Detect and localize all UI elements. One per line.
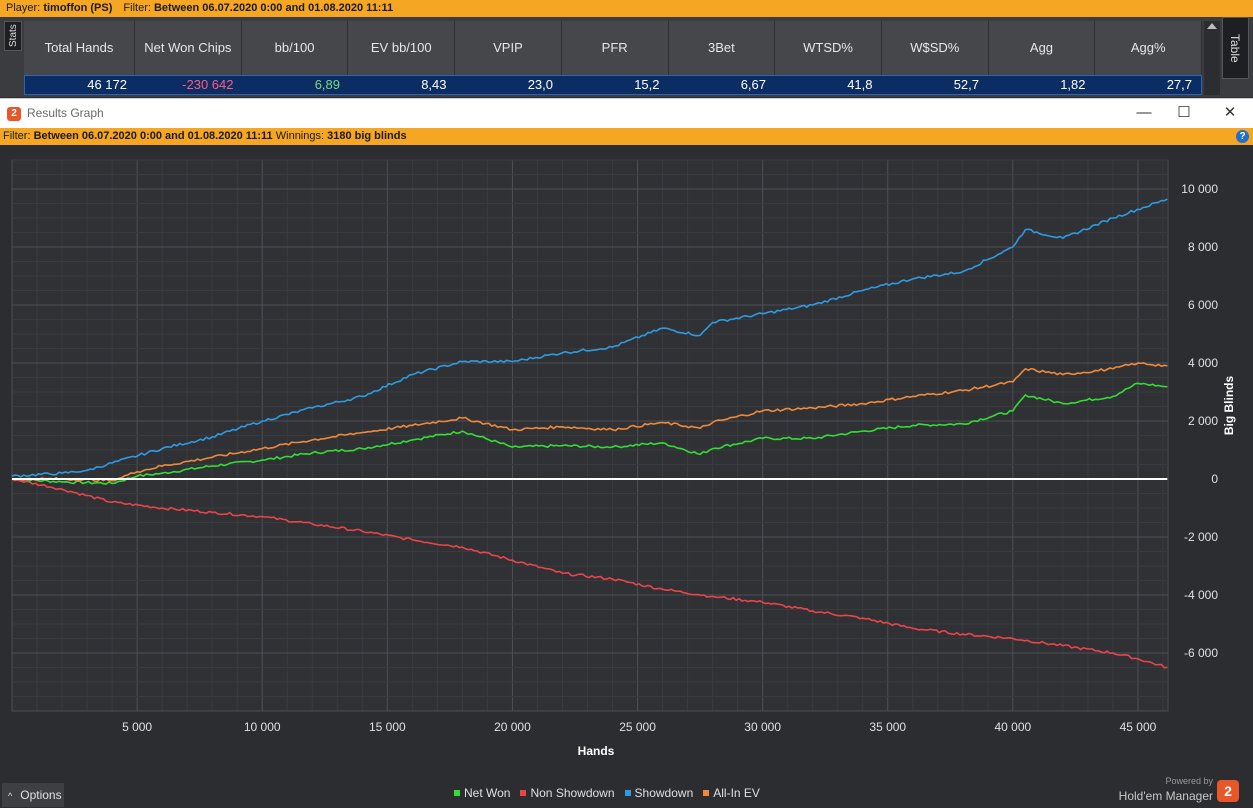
x-tick-label: 40 000	[995, 720, 1032, 734]
player-filter-bar: Player: timoffon (PS) Filter: Between 06…	[0, 0, 1253, 17]
stats-value-cell: 52,7	[953, 77, 979, 92]
scroll-up-icon[interactable]	[1207, 23, 1217, 29]
player-label: Player:	[6, 2, 41, 14]
results-chart[interactable]: 5 000 10 000 15 000 20 000 25 000 30 000 35 00…	[0, 145, 1253, 780]
maximize-icon[interactable]: ☐	[1177, 104, 1191, 121]
tab-table[interactable]: Table	[1222, 17, 1249, 79]
stats-header-cell[interactable]: Net Won Chips	[135, 21, 242, 75]
y-tick-label: 0	[1211, 472, 1218, 486]
stats-header-cell[interactable]: PFR	[562, 21, 669, 75]
stats-header-cell[interactable]: WTSD%	[775, 21, 882, 75]
y-tick-label: 8 000	[1188, 240, 1218, 254]
stats-value-cell: 23,0	[527, 77, 553, 92]
hm2-logo-icon: 2	[7, 107, 21, 121]
stats-header-cell[interactable]: Agg	[989, 21, 1096, 75]
options-button[interactable]: ^ Options	[2, 783, 64, 807]
x-tick-label: 20 000	[494, 720, 531, 734]
chart-svg[interactable]: 5 000 10 000 15 000 20 000 25 000 30 000 35 00…	[0, 145, 1253, 780]
stats-header-cell[interactable]: 3Bet	[669, 21, 776, 75]
chevron-up-icon: ^	[8, 791, 13, 801]
x-tick-label: 25 000	[619, 720, 656, 734]
filter-value[interactable]: Between 06.07.2020 0:00 and 01.08.2020 1…	[153, 2, 394, 14]
close-icon[interactable]: ✕	[1223, 104, 1237, 121]
legend-item[interactable]: Net Won	[454, 786, 510, 800]
series-line-net-won	[12, 382, 1168, 485]
y-tick-label: 4 000	[1188, 356, 1218, 370]
y-tick-label: 2 000	[1188, 414, 1218, 428]
powered-by-label: Powered by	[1165, 776, 1213, 786]
stats-value-row[interactable]: 46 172 -230 642 6,89 8,43 23,0 15,2 6,67 41,8 52…	[24, 75, 1202, 95]
legend-label: Non Showdown	[530, 786, 615, 800]
filter-label: Filter:	[123, 2, 151, 14]
brand-logo-icon: 2	[1217, 780, 1239, 802]
x-tick-label: 35 000	[869, 720, 906, 734]
y-tick-label: -4 000	[1184, 588, 1218, 602]
tab-stats[interactable]: Stats	[4, 21, 22, 51]
x-tick-label: 15 000	[369, 720, 406, 734]
legend-item[interactable]: All-In EV	[703, 786, 760, 800]
bottom-bar: ^ Options Net Won Non Showdown Showdown All-…	[0, 776, 1253, 808]
stats-header-cell[interactable]: W$SD%	[882, 21, 989, 75]
brand-block: Powered by Hold'em Manager	[1119, 776, 1213, 805]
winnings-label: Winnings:	[275, 130, 325, 142]
legend-swatch	[624, 790, 631, 796]
player-name[interactable]: timoffon (PS)	[43, 2, 113, 14]
graph-filter-bar: Filter: Between 06.07.2020 0:00 and 01.0…	[0, 128, 1253, 145]
legend-label: Showdown	[634, 786, 694, 800]
stats-header-cell[interactable]: EV bb/100	[348, 21, 456, 75]
stats-value-cell: 1,82	[1060, 77, 1086, 92]
legend-label: Net Won	[464, 786, 511, 800]
legend-swatch	[454, 790, 460, 796]
graph-filter-label: Filter:	[3, 130, 31, 142]
stats-value-cell: 46 172	[87, 77, 127, 92]
x-tick-label: 30 000	[744, 720, 781, 734]
stats-header-cell[interactable]: VPIP	[455, 21, 562, 75]
stats-value-cell: 6,67	[740, 77, 766, 92]
legend-item[interactable]: Non Showdown	[520, 786, 615, 800]
stats-value-cell: 41,8	[847, 77, 873, 92]
y-axis-label: Big Blinds	[1222, 376, 1236, 436]
y-tick-label: 10 000	[1181, 182, 1218, 196]
stats-value-cell: 6,89	[314, 77, 340, 92]
graph-filter-value[interactable]: Between 06.07.2020 0:00 and 01.08.2020 1…	[33, 130, 273, 142]
brand-name: Hold'em Manager	[1118, 789, 1213, 803]
y-tick-label: -2 000	[1184, 530, 1218, 544]
stats-header-row: Total Hands Net Won Chips bb/100 EV bb/100 V…	[24, 21, 1203, 75]
minimize-icon[interactable]: —	[1136, 104, 1152, 121]
help-icon[interactable]: ?	[1236, 130, 1249, 143]
winnings-value: 3180 big blinds	[327, 130, 407, 142]
stats-panel: Stats Total Hands Net Won Chips bb/100 EV b…	[0, 17, 1253, 97]
x-tick-label: 45 000	[1120, 720, 1157, 734]
series-line-showdown	[11, 198, 1168, 478]
series-line-all-in-ev	[11, 362, 1168, 483]
window-title: Results Graph	[27, 106, 104, 120]
stats-header-cell[interactable]: Total Hands	[24, 21, 135, 75]
x-tick-label: 10 000	[244, 720, 281, 734]
legend-item[interactable]: Showdown	[624, 786, 694, 800]
results-graph-titlebar: 2 Results Graph — ☐ ✕	[0, 98, 1253, 128]
stats-value-cell: -230 642	[182, 77, 234, 92]
x-axis-label: Hands	[578, 744, 615, 758]
x-tick-label: 5 000	[122, 720, 152, 734]
legend-swatch	[703, 790, 710, 796]
stats-header-cell[interactable]: Agg%	[1095, 21, 1203, 75]
stats-value-cell: 8,43	[421, 77, 447, 92]
series-line-non-showdown	[11, 478, 1168, 669]
chart-legend: Net Won Non Showdown Showdown All-In EV	[454, 786, 760, 800]
y-tick-label: -6 000	[1184, 646, 1218, 660]
stats-scrollbar[interactable]	[1204, 21, 1220, 95]
stats-value-cell: 15,2	[634, 77, 660, 92]
legend-swatch	[520, 790, 527, 796]
y-tick-label: 6 000	[1188, 298, 1218, 312]
stats-value-cell: 27,7	[1166, 77, 1192, 92]
stats-header-cell[interactable]: bb/100	[242, 21, 349, 75]
legend-label: All-In EV	[713, 786, 760, 800]
options-label: Options	[20, 788, 62, 802]
